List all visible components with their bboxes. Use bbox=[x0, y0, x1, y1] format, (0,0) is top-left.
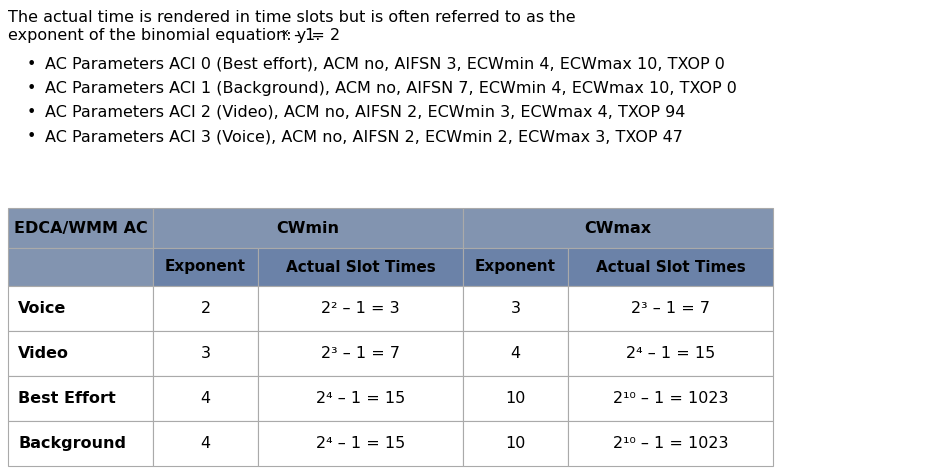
Text: AC Parameters ACI 3 (Voice), ACM no, AIFSN 2, ECWmin 2, ECWmax 3, TXOP 47: AC Parameters ACI 3 (Voice), ACM no, AIF… bbox=[45, 129, 683, 144]
Bar bbox=[8, 376, 153, 421]
Bar bbox=[258, 286, 463, 331]
Bar bbox=[8, 208, 153, 248]
Bar bbox=[568, 286, 773, 331]
Text: •: • bbox=[27, 57, 36, 72]
Text: 10: 10 bbox=[505, 436, 525, 451]
Text: •: • bbox=[27, 81, 36, 96]
Text: AC Parameters ACI 0 (Best effort), ACM no, AIFSN 3, ECWmin 4, ECWmax 10, TXOP 0: AC Parameters ACI 0 (Best effort), ACM n… bbox=[45, 57, 725, 72]
Text: Video: Video bbox=[18, 346, 69, 361]
Text: 10: 10 bbox=[505, 391, 525, 406]
Bar bbox=[568, 331, 773, 376]
Bar bbox=[258, 376, 463, 421]
Text: 2³ – 1 = 7: 2³ – 1 = 7 bbox=[631, 301, 710, 316]
Bar bbox=[463, 331, 568, 376]
Bar bbox=[8, 286, 153, 331]
Bar bbox=[463, 208, 773, 248]
Bar bbox=[258, 248, 463, 286]
Text: 2: 2 bbox=[200, 301, 211, 316]
Text: 4: 4 bbox=[200, 436, 211, 451]
Bar bbox=[568, 248, 773, 286]
Bar bbox=[463, 376, 568, 421]
Text: 2⁴ – 1 = 15: 2⁴ – 1 = 15 bbox=[626, 346, 715, 361]
Text: 2⁴ – 1 = 15: 2⁴ – 1 = 15 bbox=[315, 436, 405, 451]
Text: Actual Slot Times: Actual Slot Times bbox=[596, 259, 746, 274]
Text: x: x bbox=[281, 28, 288, 38]
Bar bbox=[463, 421, 568, 466]
Bar bbox=[8, 248, 153, 286]
Text: - 1.: - 1. bbox=[289, 28, 320, 43]
Text: AC Parameters ACI 1 (Background), ACM no, AIFSN 7, ECWmin 4, ECWmax 10, TXOP 0: AC Parameters ACI 1 (Background), ACM no… bbox=[45, 81, 737, 96]
Bar bbox=[568, 376, 773, 421]
Bar bbox=[258, 421, 463, 466]
Text: 2² – 1 = 3: 2² – 1 = 3 bbox=[321, 301, 400, 316]
Text: Exponent: Exponent bbox=[165, 259, 246, 274]
Text: 2¹⁰ – 1 = 1023: 2¹⁰ – 1 = 1023 bbox=[613, 436, 729, 451]
Text: CWmax: CWmax bbox=[584, 220, 652, 235]
Text: 3: 3 bbox=[200, 346, 211, 361]
Text: Best Effort: Best Effort bbox=[18, 391, 116, 406]
Text: Background: Background bbox=[18, 436, 126, 451]
Text: 4: 4 bbox=[510, 346, 521, 361]
Bar bbox=[8, 421, 153, 466]
Bar bbox=[153, 208, 463, 248]
Bar bbox=[463, 286, 568, 331]
Bar bbox=[153, 286, 258, 331]
Text: 4: 4 bbox=[200, 391, 211, 406]
Text: AC Parameters ACI 2 (Video), ACM no, AIFSN 2, ECWmin 3, ECWmax 4, TXOP 94: AC Parameters ACI 2 (Video), ACM no, AIF… bbox=[45, 105, 685, 120]
Text: Exponent: Exponent bbox=[475, 259, 556, 274]
Text: The actual time is rendered in time slots but is often referred to as the: The actual time is rendered in time slot… bbox=[8, 10, 576, 25]
Text: CWmin: CWmin bbox=[276, 220, 339, 235]
Bar bbox=[568, 421, 773, 466]
Text: 2³ – 1 = 7: 2³ – 1 = 7 bbox=[321, 346, 400, 361]
Text: Actual Slot Times: Actual Slot Times bbox=[286, 259, 435, 274]
Bar bbox=[153, 331, 258, 376]
Bar bbox=[463, 248, 568, 286]
Text: •: • bbox=[27, 129, 36, 144]
Text: 3: 3 bbox=[510, 301, 521, 316]
Bar bbox=[258, 331, 463, 376]
Bar bbox=[8, 331, 153, 376]
Bar bbox=[153, 376, 258, 421]
Text: Voice: Voice bbox=[18, 301, 66, 316]
Bar bbox=[153, 421, 258, 466]
Text: 2¹⁰ – 1 = 1023: 2¹⁰ – 1 = 1023 bbox=[613, 391, 729, 406]
Text: exponent of the binomial equation: y = 2: exponent of the binomial equation: y = 2 bbox=[8, 28, 340, 43]
Text: •: • bbox=[27, 105, 36, 120]
Text: EDCA/WMM AC: EDCA/WMM AC bbox=[13, 220, 147, 235]
Bar bbox=[153, 248, 258, 286]
Text: 2⁴ – 1 = 15: 2⁴ – 1 = 15 bbox=[315, 391, 405, 406]
